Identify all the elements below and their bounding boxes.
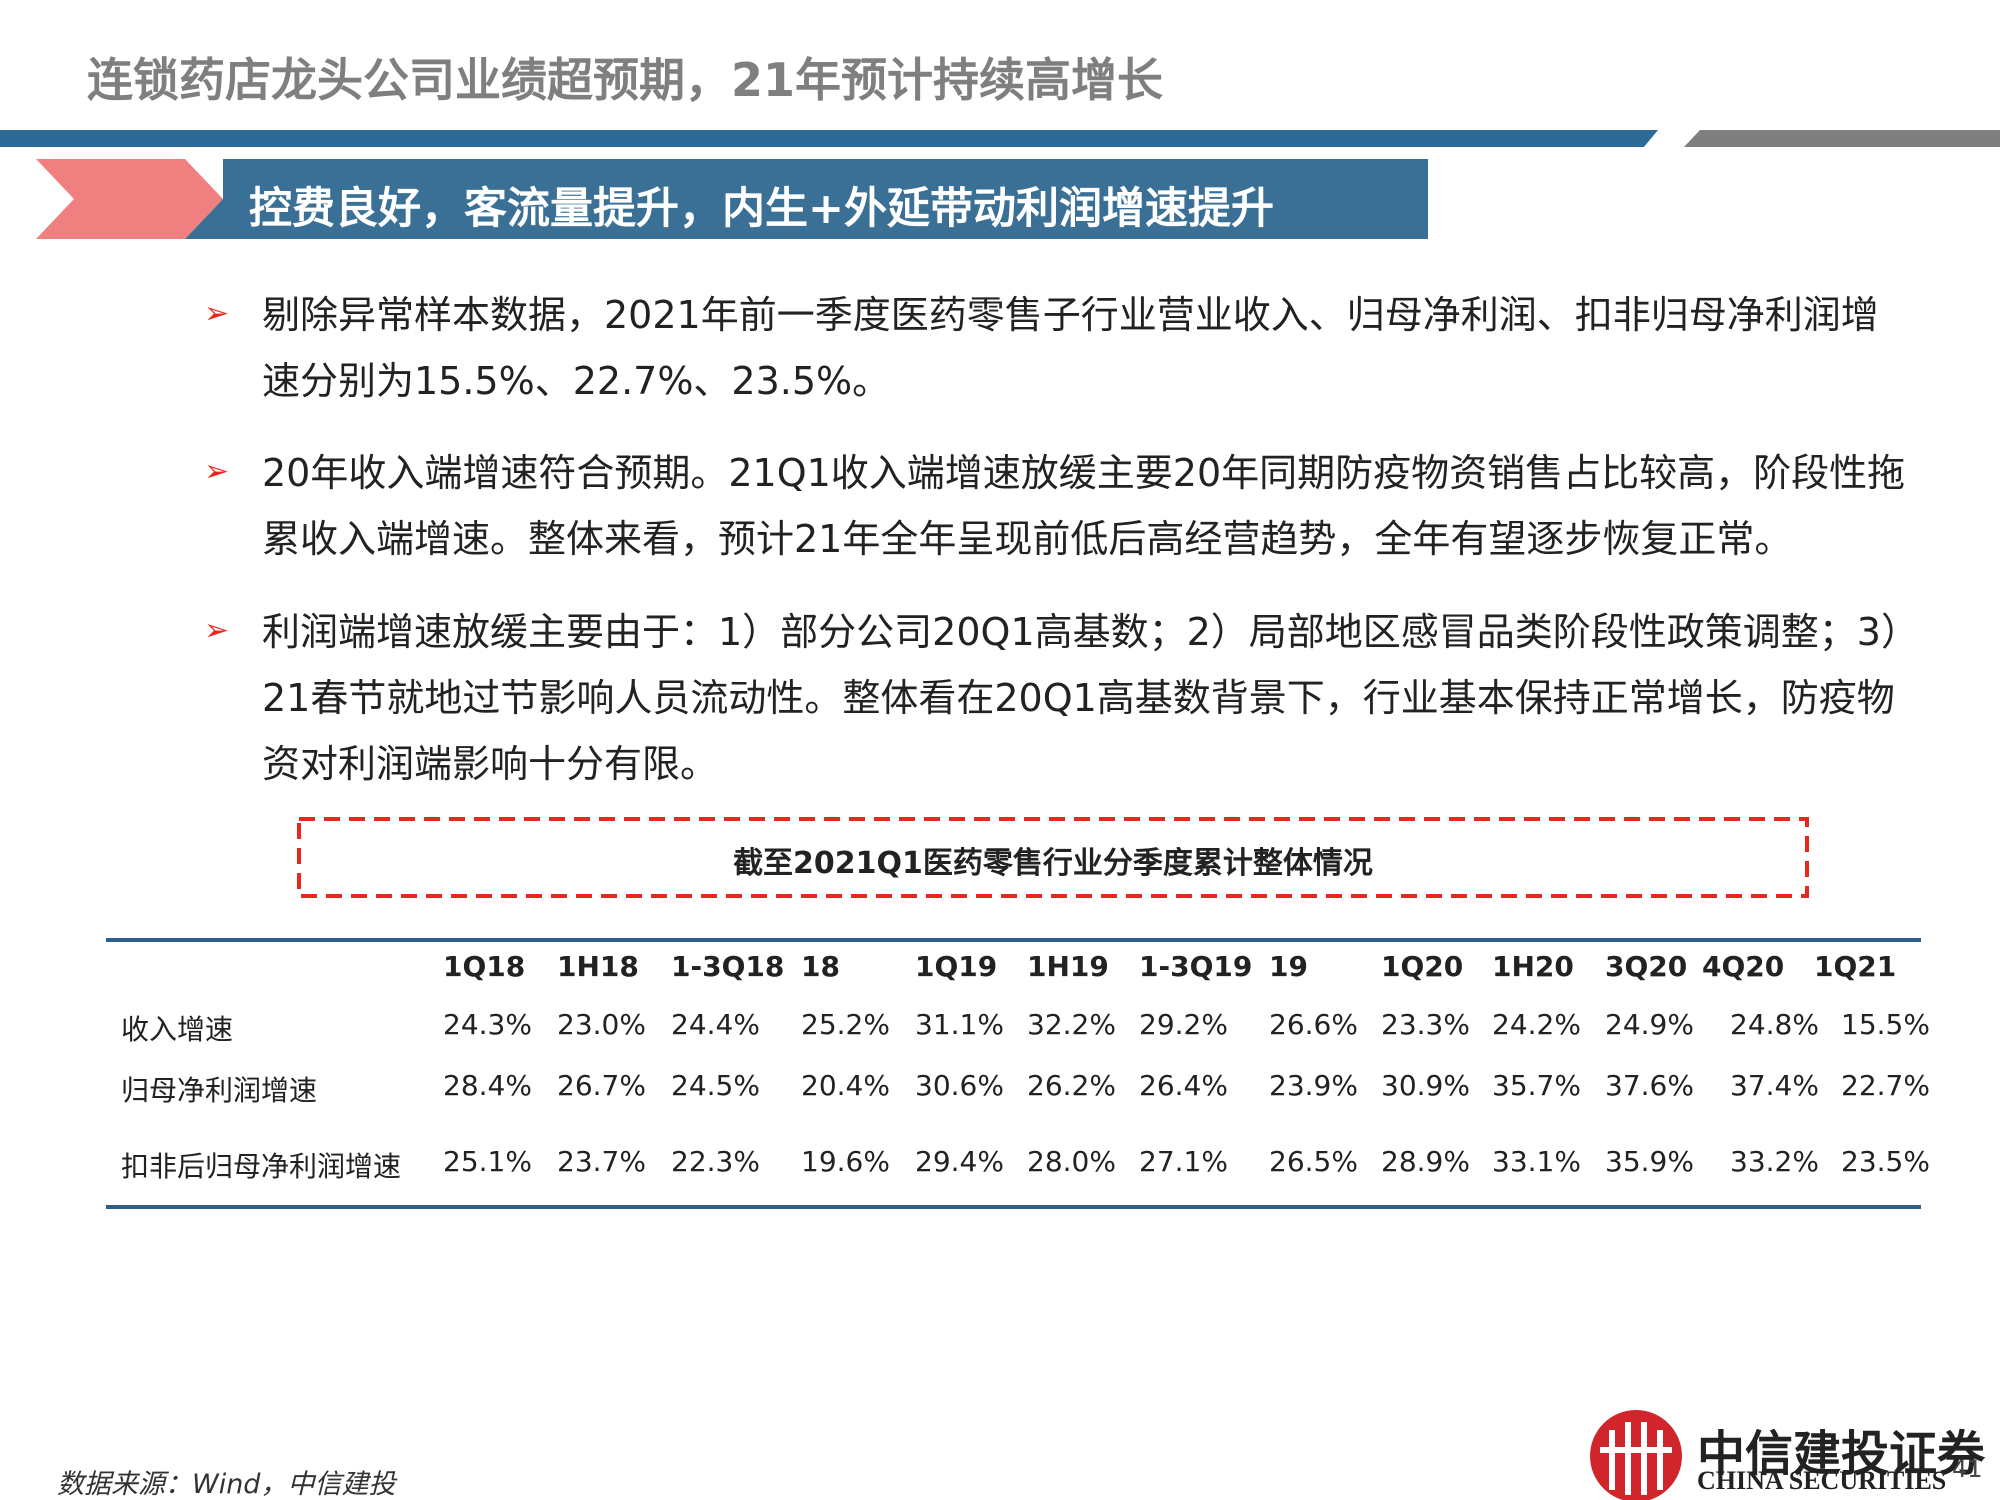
table-cell: 37.6% [1605, 1069, 1694, 1102]
bullet-text: 20年收入端增速符合预期。21Q1收入端增速放缓主要20年同期防疫物资销售占比较… [262, 451, 1906, 561]
column-header: 1Q21 [1814, 950, 1897, 983]
column-header: 1Q18 [443, 950, 526, 983]
table-cell: 23.3% [1381, 1008, 1470, 1041]
table-cell: 23.5% [1841, 1145, 1930, 1178]
bullet-text: 利润端增速放缓主要由于：1）部分公司20Q1高基数；2）局部地区感冒品类阶段性政… [262, 610, 1900, 786]
table-cell: 28.0% [1027, 1145, 1116, 1178]
table-cell: 30.9% [1381, 1069, 1470, 1102]
column-header: 1H18 [557, 950, 639, 983]
table-cell: 24.4% [671, 1008, 760, 1041]
logo-name: 中信建投证券 [1697, 1426, 1986, 1482]
table-cell: 22.3% [671, 1145, 760, 1178]
table-cell: 35.9% [1605, 1145, 1694, 1178]
table-cell: 20.4% [801, 1069, 890, 1102]
table-cell: 22.7% [1841, 1069, 1930, 1102]
table-cell: 19.6% [801, 1145, 890, 1178]
banner-text: 控费良好，客流量提升，内生+外延带动利润增速提升 [249, 184, 1275, 234]
table-cell: 26.7% [557, 1069, 646, 1102]
table-cell: 24.2% [1492, 1008, 1581, 1041]
table-cell: 30.6% [915, 1069, 1004, 1102]
table-cell: 27.1% [1139, 1145, 1228, 1178]
table-cell: 25.2% [801, 1008, 890, 1041]
table-cell: 33.2% [1730, 1145, 1819, 1178]
table-cell: 28.9% [1381, 1145, 1470, 1178]
row-label: 归母净利润增速 [121, 1074, 318, 1107]
column-header: 18 [801, 950, 840, 983]
table-cell: 32.2% [1027, 1008, 1116, 1041]
row-label: 扣非后归母净利润增速 [121, 1150, 402, 1183]
table-title: 截至2021Q1医药零售行业分季度累计整体情况 [733, 846, 1373, 881]
table-cell: 29.2% [1139, 1008, 1228, 1041]
table-cell: 23.9% [1269, 1069, 1358, 1102]
row-label: 收入增速 [121, 1013, 234, 1046]
table-cell: 37.4% [1730, 1069, 1819, 1102]
table-cell: 26.2% [1027, 1069, 1116, 1102]
table-cell: 26.6% [1269, 1008, 1358, 1041]
table-cell: 23.7% [557, 1145, 646, 1178]
column-header: 1Q20 [1381, 950, 1464, 983]
logo-english: CHINA SECURITIES [1697, 1466, 1947, 1495]
table-cell: 15.5% [1841, 1008, 1930, 1041]
page-number: 41 [1952, 1455, 1983, 1483]
bullet-arrow: ➢ [204, 454, 230, 489]
bullet-arrow: ➢ [204, 613, 230, 648]
slide-title: 连锁药店龙头公司业绩超预期，21年预计持续高增长 [87, 53, 1164, 107]
column-header: 1H20 [1492, 950, 1574, 983]
table-cell: 25.1% [443, 1145, 532, 1178]
source-note: 数据来源：Wind，中信建投 [57, 1469, 396, 1500]
column-header: 1Q19 [915, 950, 998, 983]
table-cell: 24.8% [1730, 1008, 1819, 1041]
table-cell: 35.7% [1492, 1069, 1581, 1102]
table-cell: 24.5% [671, 1069, 760, 1102]
table-cell: 31.1% [915, 1008, 1004, 1041]
table-cell: 33.1% [1492, 1145, 1581, 1178]
table-cell: 28.4% [443, 1069, 532, 1102]
table-cell: 23.0% [557, 1008, 646, 1041]
table-cell: 24.9% [1605, 1008, 1694, 1041]
column-header: 3Q20 [1605, 950, 1688, 983]
column-header: 4Q20 [1702, 950, 1785, 983]
bullet-text: 剔除异常样本数据，2021年前一季度医药零售子行业营业收入、归母净利润、扣非归母… [262, 293, 1879, 403]
table-cell: 26.4% [1139, 1069, 1228, 1102]
column-header: 1-3Q19 [1139, 950, 1253, 983]
bullet-arrow: ➢ [204, 296, 230, 331]
table-cell: 29.4% [915, 1145, 1004, 1178]
table-cell: 26.5% [1269, 1145, 1358, 1178]
column-header: 1-3Q18 [671, 950, 785, 983]
table-cell: 24.3% [443, 1008, 532, 1041]
column-header: 19 [1269, 950, 1308, 983]
column-header: 1H19 [1027, 950, 1109, 983]
